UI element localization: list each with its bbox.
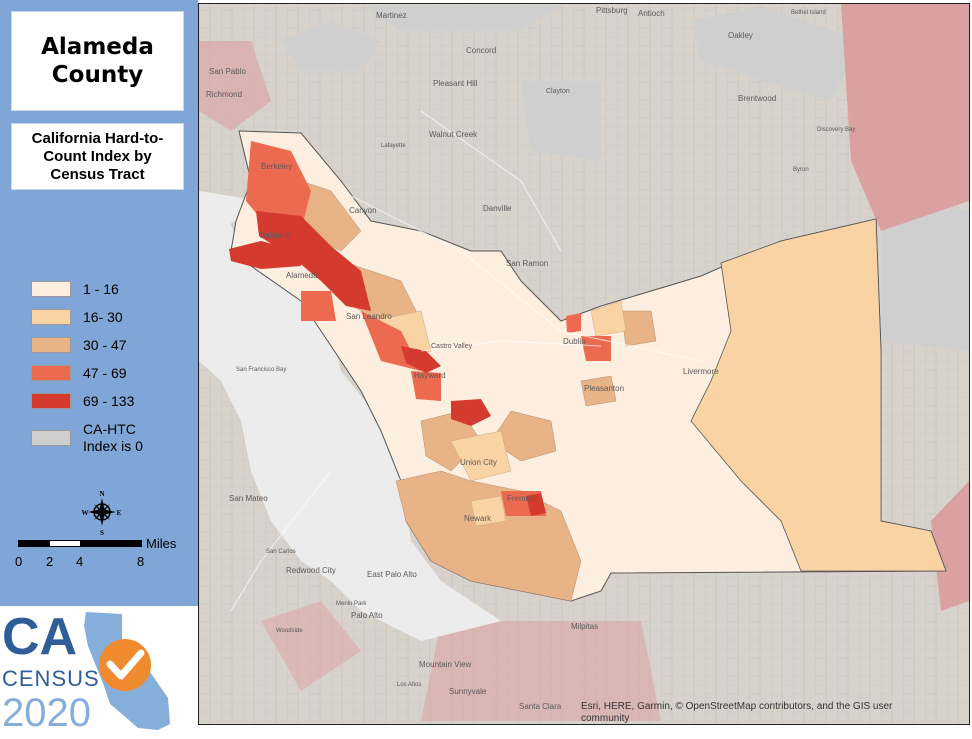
place-label: Canyon (349, 206, 377, 215)
map-title: Alameda County (11, 11, 184, 111)
place-label: Bethel Island (791, 10, 826, 16)
place-label: Pleasant Hill (433, 79, 478, 88)
legend-item: 30 - 47 (31, 334, 127, 356)
scale-unit: Miles (146, 536, 177, 551)
place-label: Livermore (683, 367, 719, 376)
place-label: San Mateo (229, 494, 268, 503)
place-label: Castro Valley (431, 343, 473, 350)
legend-swatch (31, 430, 71, 446)
place-label: Richmond (206, 90, 242, 99)
place-label: Woodside (276, 628, 303, 634)
legend-label: CA-HTC Index is 0 (83, 421, 143, 454)
place-label: Pleasanton (584, 384, 624, 393)
place-label: East Palo Alto (367, 570, 417, 579)
scale-tick: 4 (76, 554, 84, 569)
map-panel[interactable]: Martinez Pittsburg Antioch Bethel Island… (198, 3, 970, 725)
legend-swatch (31, 309, 71, 325)
attribution-line2: community (581, 713, 629, 724)
legend-swatch (31, 337, 71, 353)
place-label: San Leandro (346, 312, 392, 321)
california-shape-icon: CA CENSUS 2020 (2, 608, 170, 735)
compass-w: W (82, 509, 89, 517)
compass-e: E (117, 509, 122, 517)
legend-swatch (31, 393, 71, 409)
place-label: Clayton (546, 88, 570, 95)
place-label: Discovery Bay (817, 127, 855, 133)
place-label: Sunnyvale (449, 687, 487, 696)
scale-tick: 2 (46, 554, 54, 569)
place-label: Pittsburg (596, 6, 628, 15)
scale-bar (18, 540, 142, 547)
legend-swatch (31, 365, 71, 381)
legend-label: 30 - 47 (83, 336, 127, 353)
place-label: Santa Clara (519, 702, 562, 711)
place-label: Mountain View (419, 660, 472, 669)
place-label: Palo Alto (351, 611, 383, 620)
place-label: San Ramon (506, 259, 548, 268)
place-label: San Carlos (266, 549, 296, 555)
place-label: Oakley (728, 31, 753, 40)
scale-tick: 8 (137, 554, 145, 569)
place-label: Martinez (376, 11, 407, 20)
place-label: Union City (460, 458, 497, 467)
map-canvas[interactable]: Martinez Pittsburg Antioch Bethel Island… (199, 4, 969, 724)
logo-ca-text: CA (2, 608, 77, 666)
place-label: Dublin (563, 337, 586, 346)
legend-swatch (31, 281, 71, 297)
place-label: Antioch (638, 9, 665, 18)
place-label: Alameda (286, 271, 318, 280)
place-label: Danville (483, 204, 512, 213)
legend-label: 16- 30 (83, 308, 123, 325)
legend-label: 69 - 133 (83, 392, 135, 409)
compass-n: N (99, 490, 104, 498)
place-label: San Francisco Bay (236, 367, 286, 373)
map-subtitle: California Hard-to-Count Index by Census… (11, 123, 184, 190)
place-label: Berkeley (261, 162, 292, 171)
place-label: Walnut Creek (429, 130, 478, 139)
legend-label: 47 - 69 (83, 364, 127, 381)
place-label: Menlo Park (336, 601, 367, 607)
legend-label: 1 - 16 (83, 280, 119, 297)
scale-tick: 0 (15, 554, 23, 569)
compass-s: S (100, 529, 104, 536)
place-label: Concord (466, 46, 496, 55)
attribution-line1: Esri, HERE, Garmin, © OpenStreetMap cont… (581, 701, 893, 712)
legend-item: 1 - 16 (31, 278, 119, 300)
place-label: Byron (793, 167, 809, 173)
legend-item: CA-HTC Index is 0 (31, 420, 163, 456)
place-label: Oakland (259, 231, 289, 240)
sidebar-panel: Alameda County California Hard-to-Count … (0, 0, 198, 606)
ca-census-2020-logo: CA CENSUS 2020 (0, 606, 198, 735)
place-label: Los Altos (397, 682, 421, 688)
legend-item: 69 - 133 (31, 390, 134, 412)
place-label: Redwood City (286, 566, 336, 575)
logo-year-text: 2020 (2, 691, 91, 734)
legend-item: 47 - 69 (31, 362, 127, 384)
place-label: San Pablo (209, 67, 246, 76)
legend-item: 16- 30 (31, 306, 123, 328)
place-label: Hayward (414, 371, 446, 380)
svg-text:Esri, HERE, Garmin, © OpenStre: Esri, HERE, Garmin, © OpenStreetMap cont… (581, 701, 895, 724)
compass-rose-icon: N S W E (82, 490, 122, 536)
logo-census-text: CENSUS (2, 666, 100, 691)
place-label: Fremont (507, 494, 538, 503)
place-label: Brentwood (738, 94, 776, 103)
place-label: Milpitas (571, 622, 598, 631)
place-label: Lafayette (381, 143, 406, 149)
place-label: Newark (464, 514, 492, 523)
